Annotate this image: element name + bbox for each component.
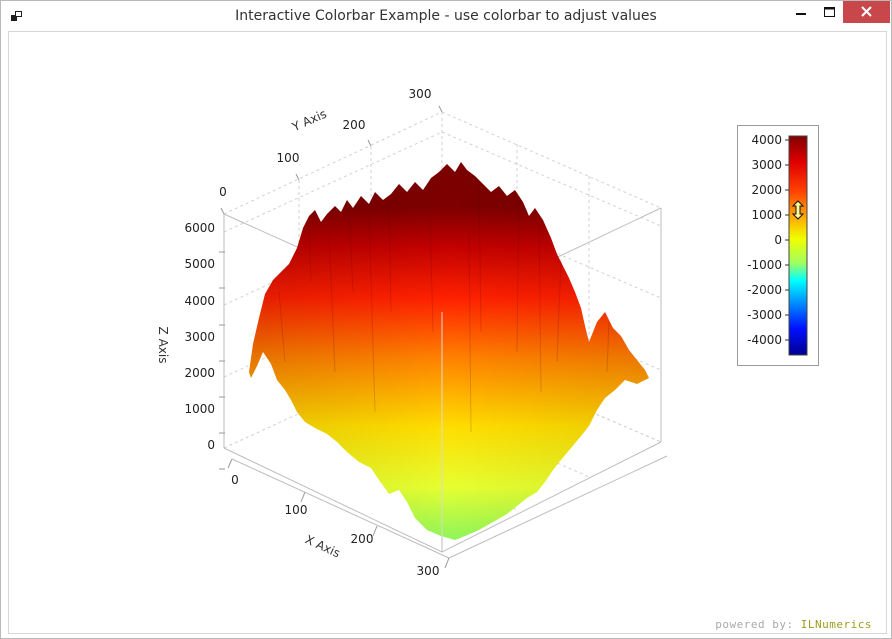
surface-mesh (249, 162, 649, 540)
close-icon (861, 6, 872, 17)
powered-by-label: powered by: (715, 618, 794, 631)
window-title: Interactive Colorbar Example - use color… (235, 8, 657, 24)
z-tick-1000: 1000 (184, 402, 215, 416)
app-icon[interactable] (11, 10, 23, 22)
close-button[interactable] (843, 1, 890, 23)
colorbar-ticks (785, 139, 789, 341)
cb-tick-3000: 3000 (751, 158, 782, 172)
z-axis: 0 1000 2000 3000 4000 5000 6000 (184, 221, 215, 452)
colorbar-drag-handle-icon[interactable] (791, 200, 805, 220)
z-tick-2000: 2000 (184, 366, 215, 380)
y-tick-200: 200 (343, 118, 366, 132)
y-axis-label: Y Axis (289, 107, 329, 135)
z-tick-6000: 6000 (184, 221, 215, 235)
x-axis-label: X Axis (303, 532, 342, 560)
cb-tick-neg3000: -3000 (747, 308, 782, 322)
z-tick-0: 0 (207, 438, 215, 452)
colorbar[interactable]: 4000 3000 2000 1000 0 -1000 -2000 -3000 … (737, 125, 819, 366)
colorbar-labels: 4000 3000 2000 1000 0 -1000 -2000 -3000 … (747, 133, 782, 347)
cb-tick-neg2000: -2000 (747, 283, 782, 297)
cb-tick-1000: 1000 (751, 208, 782, 222)
powered-by-credit: powered by: ILNumerics (715, 618, 872, 631)
ilnumerics-brand[interactable]: ILNumerics (800, 618, 872, 631)
title-bar[interactable]: Interactive Colorbar Example - use color… (1, 1, 891, 31)
cb-tick-2000: 2000 (751, 183, 782, 197)
surface-plot[interactable]: 0 1000 2000 3000 4000 5000 6000 Z Axis 0… (9, 32, 886, 633)
x-tick-300: 300 (417, 564, 440, 578)
z-tick-5000: 5000 (184, 257, 215, 271)
x-tick-100: 100 (285, 503, 308, 517)
y-tick-300: 300 (409, 87, 432, 101)
z-tick-4000: 4000 (184, 294, 215, 308)
z-tick-3000: 3000 (184, 330, 215, 344)
minimize-button[interactable] (787, 1, 815, 23)
x-axis: 0 100 200 300 (231, 473, 439, 578)
y-axis: 0 100 200 300 (219, 87, 431, 199)
x-tick-200: 200 (351, 532, 374, 546)
y-tick-100: 100 (277, 151, 300, 165)
axis-ticks (219, 105, 450, 569)
cb-tick-0: 0 (774, 233, 782, 247)
cb-tick-neg4000: -4000 (747, 333, 782, 347)
plot-area[interactable]: 0 1000 2000 3000 4000 5000 6000 Z Axis 0… (8, 31, 887, 634)
y-tick-0: 0 (219, 185, 227, 199)
cb-tick-4000: 4000 (751, 133, 782, 147)
maximize-icon (824, 7, 835, 17)
colorbar-gradient[interactable] (788, 135, 808, 356)
minimize-icon (796, 13, 806, 15)
maximize-button[interactable] (815, 1, 843, 23)
cb-tick-neg1000: -1000 (747, 258, 782, 272)
z-axis-label: Z Axis (156, 327, 170, 364)
x-tick-0: 0 (231, 473, 239, 487)
